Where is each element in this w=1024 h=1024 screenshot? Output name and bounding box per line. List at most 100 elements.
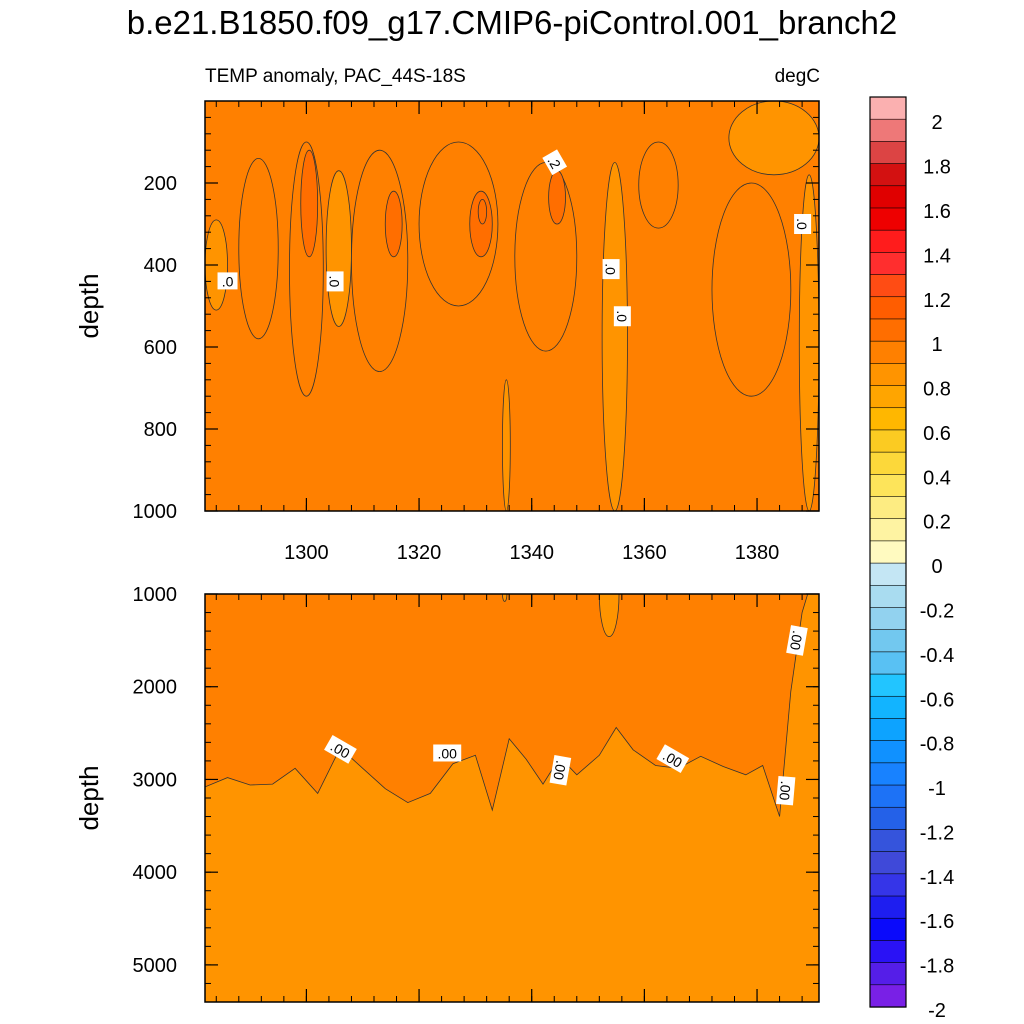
contour-region — [728, 101, 819, 176]
contour-label: .0 — [326, 271, 344, 292]
colorbar-swatch — [869, 96, 907, 120]
contour-label: .00 — [776, 775, 796, 806]
colorbar-swatch — [869, 363, 907, 387]
contour-region — [601, 162, 628, 511]
colorbar-label: 1.4 — [923, 245, 951, 267]
svg-text:.0: .0 — [603, 263, 619, 275]
svg-text:.0: .0 — [327, 276, 343, 288]
contour-label: .0 — [602, 259, 620, 280]
colorbar-swatch — [869, 984, 907, 1008]
colorbar-swatch — [869, 829, 907, 853]
colorbar-swatch — [869, 806, 907, 831]
contour-region — [514, 162, 578, 352]
colorbar-swatch — [869, 695, 907, 720]
colorbar-swatch — [869, 385, 907, 409]
colorbar-swatch — [869, 229, 907, 253]
y-axis-label: depth — [74, 765, 104, 830]
colorbar-swatch — [869, 518, 907, 542]
colorbar-swatch — [869, 252, 907, 276]
colorbar-swatch — [869, 895, 907, 919]
y-tick-label: 5000 — [133, 955, 178, 977]
contour-label: .0 — [217, 272, 238, 290]
colorbar-swatch — [869, 673, 907, 697]
colorbar-label: -1.6 — [920, 911, 954, 933]
contour-region — [711, 182, 792, 397]
colorbar-swatch — [869, 141, 907, 165]
colorbar-swatch — [869, 163, 907, 187]
x-tick-label: 1320 — [397, 542, 442, 564]
colorbar-label: -1.4 — [920, 867, 954, 889]
colorbar-label: -0.8 — [920, 734, 954, 756]
svg-text:.00: .00 — [437, 745, 457, 761]
contour-region — [798, 174, 819, 511]
colorbar-swatch — [869, 873, 907, 897]
contour-region — [638, 141, 679, 229]
x-tick-label: 1380 — [735, 542, 780, 564]
plot-area — [205, 101, 819, 511]
contour-region — [325, 170, 352, 327]
y-tick-label: 400 — [144, 255, 177, 277]
y-tick-label: 3000 — [133, 769, 178, 791]
figure-title: b.e21.B1850.f09_g17.CMIP6-piControl.001_… — [127, 4, 898, 41]
colorbar-swatch — [869, 562, 907, 586]
y-tick-label: 200 — [144, 173, 177, 195]
contour-region — [548, 170, 566, 225]
x-tick-label: 1340 — [509, 542, 554, 564]
colorbar-label: -0.6 — [920, 689, 954, 711]
svg-text:.00: .00 — [550, 759, 569, 781]
colorbar-label: -2 — [928, 1000, 946, 1022]
colorbar-label: 0.8 — [923, 379, 951, 401]
colorbar-label: 0.2 — [923, 512, 951, 534]
colorbar-swatch — [869, 962, 907, 986]
y-tick-label: 2000 — [133, 677, 178, 699]
colorbar-label: -0.4 — [920, 645, 954, 667]
colorbar-swatch — [869, 340, 907, 364]
svg-text:.0: .0 — [794, 218, 810, 230]
colorbar-swatch — [869, 917, 907, 942]
upper-depth-panel: .0 .0 .2 .0 .0 .0 200 400 600 800 1000 1300 1320 1340… — [74, 100, 820, 564]
colorbar-swatch — [869, 607, 907, 631]
contour-label: .00 — [433, 744, 462, 762]
colorbar-label: 1.2 — [923, 290, 951, 312]
colorbar-swatch — [869, 274, 907, 298]
y-tick-label: 1000 — [133, 501, 178, 523]
colorbar-swatch — [869, 118, 907, 142]
colorbar-swatch — [869, 629, 907, 653]
colorbar-swatch — [869, 474, 907, 498]
panel-frame — [204, 100, 820, 512]
y-tick-label: 1000 — [133, 584, 178, 606]
colorbar-swatch — [869, 940, 907, 964]
x-tick-label: 1360 — [622, 542, 667, 564]
contour-region — [477, 198, 488, 225]
colorbar-label: 0.6 — [923, 423, 951, 445]
contour-region — [384, 190, 403, 258]
colorbar-swatch — [869, 540, 907, 564]
colorbar-label: -1.8 — [920, 956, 954, 978]
colorbar-swatch — [869, 651, 907, 675]
colorbar-swatch — [869, 496, 907, 520]
colorbar-swatch — [869, 429, 907, 453]
colorbar: 2 1.8 1.6 1.4 1.2 1 0.8 0.6 0.4 0.2 0 -0.2 -0.4 -0.6 -… — [869, 96, 954, 1022]
y-tick-label: 4000 — [133, 862, 178, 884]
colorbar-label: 1 — [931, 334, 942, 356]
colorbar-label: 2 — [931, 112, 942, 134]
svg-text:.0: .0 — [222, 273, 234, 289]
colorbar-label: 1.6 — [923, 201, 951, 223]
colorbar-label: -1.2 — [920, 822, 954, 844]
colorbar-swatch — [869, 584, 907, 609]
contour-region — [300, 149, 319, 258]
colorbar-swatch — [869, 784, 907, 808]
svg-text:.00: .00 — [776, 780, 794, 801]
plot-area — [205, 594, 819, 1002]
colorbar-swatch — [869, 851, 907, 875]
colorbar-swatch — [869, 740, 907, 764]
contour-label: .2 — [542, 149, 568, 176]
contour-label: .0 — [613, 306, 631, 327]
colorbar-swatch — [869, 451, 907, 475]
units-label: degC — [775, 66, 820, 87]
colorbar-swatch — [869, 296, 907, 320]
colorbar-label: 0.4 — [923, 467, 951, 489]
colorbar-frame — [869, 96, 907, 1008]
svg-text:.00: .00 — [787, 629, 806, 651]
